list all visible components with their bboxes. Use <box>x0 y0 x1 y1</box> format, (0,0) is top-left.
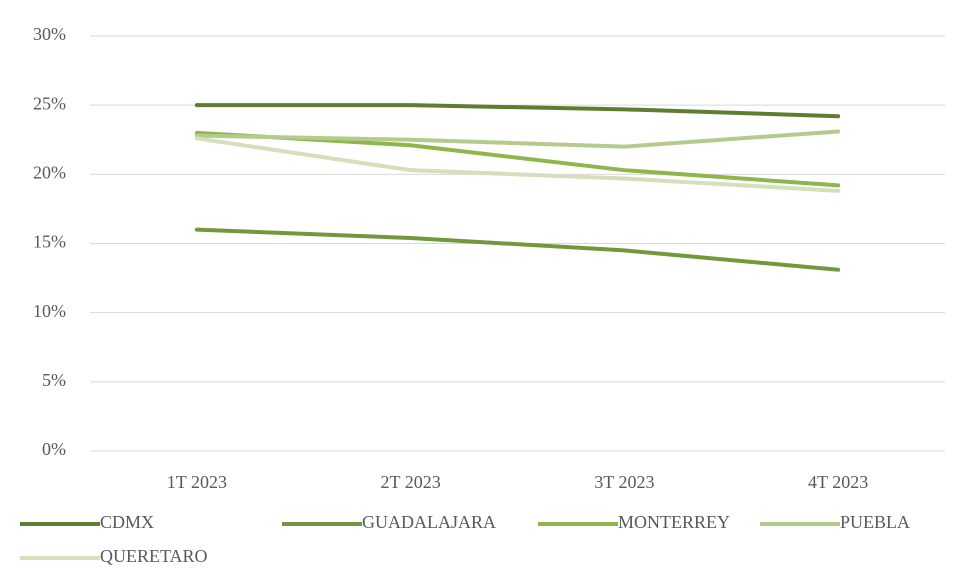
legend-label: QUERETARO <box>100 546 208 566</box>
x-tick-label: 1T 2023 <box>167 472 227 492</box>
y-tick-label: 0% <box>42 439 66 459</box>
series-line <box>194 129 841 149</box>
series-line <box>194 227 841 272</box>
legend-label: GUADALAJARA <box>362 512 496 532</box>
y-tick-label: 10% <box>33 301 66 321</box>
series-line <box>194 103 841 119</box>
y-tick-label: 30% <box>33 24 66 44</box>
y-tick-label: 5% <box>42 370 66 390</box>
x-tick-label: 2T 2023 <box>381 472 441 492</box>
y-tick-label: 20% <box>33 162 66 182</box>
x-tick-label: 3T 2023 <box>594 472 654 492</box>
y-tick-label: 25% <box>33 93 66 113</box>
legend-label: MONTERREY <box>618 512 730 532</box>
series-line <box>194 130 841 188</box>
x-tick-label: 4T 2023 <box>808 472 868 492</box>
y-tick-label: 15% <box>33 232 66 252</box>
series-line <box>194 136 841 193</box>
legend-label: CDMX <box>100 512 154 532</box>
legend-label: PUEBLA <box>840 512 910 532</box>
